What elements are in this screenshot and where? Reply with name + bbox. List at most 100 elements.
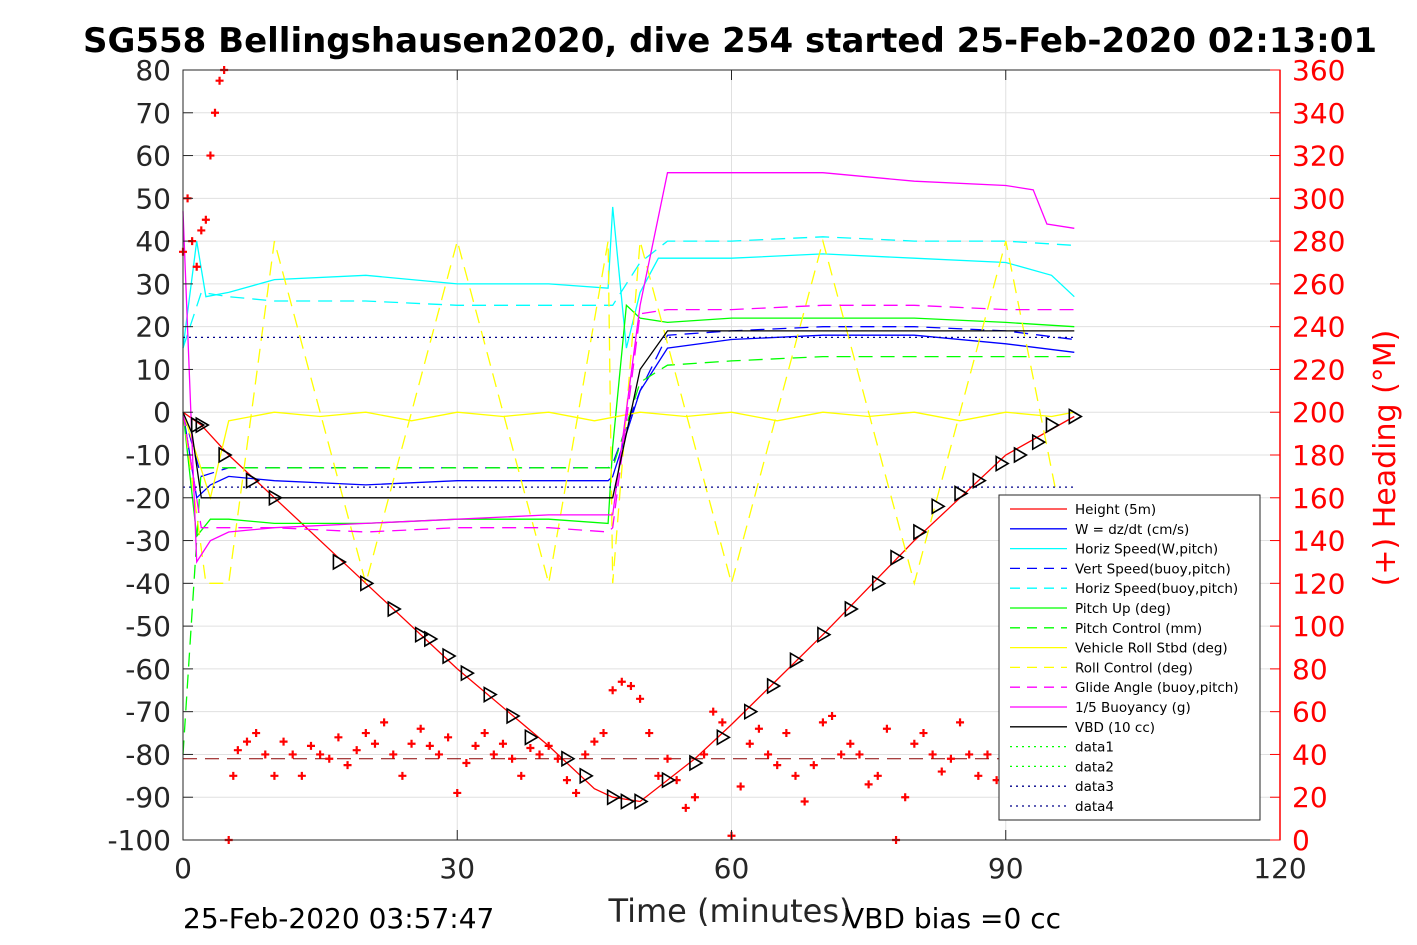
y-tick-label: 40: [135, 225, 171, 258]
depth-marker: [1013, 446, 1029, 464]
legend-label: VBD (10 cc): [1075, 720, 1155, 736]
series-lines: [182, 172, 1075, 803]
depth-marker: [1068, 408, 1083, 425]
heading-marker: [572, 788, 581, 797]
depth-marker: [483, 686, 498, 703]
heading-marker: [535, 750, 544, 759]
depth-marker: [620, 793, 635, 810]
y-right-tick-label: 260: [1292, 268, 1345, 301]
heading-marker: [709, 707, 718, 716]
heading-marker: [389, 750, 398, 759]
legend-label: Roll Control (deg): [1075, 660, 1193, 676]
legend-label: Pitch Control (mm): [1075, 621, 1202, 637]
depth-marker: [190, 416, 206, 434]
heading-marker: [782, 729, 791, 738]
heading-marker: [215, 76, 224, 85]
y-tick-label: -90: [125, 781, 171, 814]
depth-marker: [1045, 416, 1061, 434]
depth-marker: [634, 793, 649, 810]
depth-marker: [995, 455, 1010, 472]
x-tick-label: 0: [174, 852, 192, 885]
legend-label: W = dz/dt (cm/s): [1075, 522, 1189, 538]
heading-marker: [288, 750, 297, 759]
heading-marker: [526, 744, 535, 753]
y-right-tick-label: 40: [1292, 738, 1328, 771]
y-right-tick-label: 140: [1292, 525, 1345, 558]
depth-marker: [606, 788, 622, 806]
heading-marker: [471, 741, 480, 750]
heading-marker: [645, 729, 654, 738]
y-tick-label: -100: [107, 824, 171, 857]
heading-marker: [553, 754, 562, 763]
y-right-tick-label: 0: [1292, 824, 1310, 857]
heading-marker: [828, 711, 837, 720]
heading-marker: [791, 771, 800, 780]
series-line: [182, 411, 1075, 803]
heading-marker: [489, 750, 498, 759]
depth-marker: [442, 647, 457, 665]
heading-marker: [352, 746, 361, 755]
depth-marker: [689, 754, 704, 772]
y-right-tick-label: 180: [1292, 439, 1345, 472]
heading-marker: [462, 759, 471, 767]
legend: Height (5m) W = dz/dt (cm/s) Horiz Speed(W…: [998, 494, 1261, 821]
footer-vbd-bias: VBD bias =0 cc: [845, 902, 1061, 935]
heading-marker: [626, 682, 635, 690]
heading-marker: [773, 761, 782, 770]
heading-marker: [480, 729, 489, 738]
y-tick-label: -10: [125, 439, 171, 472]
footer-timestamp: 25-Feb-2020 03:57:47: [183, 902, 494, 935]
y-right-tick-label: 200: [1292, 396, 1345, 429]
depth-marker: [414, 626, 430, 644]
y-tick-label: 80: [135, 54, 171, 87]
heading-marker: [192, 262, 201, 271]
heading-marker: [910, 739, 919, 748]
depth-marker: [360, 574, 375, 592]
heading-marker: [764, 750, 773, 759]
legend-label: Vehicle Roll Stbd (deg): [1075, 641, 1228, 657]
heading-marker: [873, 771, 882, 780]
heading-marker: [361, 729, 370, 738]
heading-marker: [965, 750, 974, 759]
y-tick-label: -70: [125, 696, 171, 729]
legend-label: data3: [1075, 779, 1114, 795]
heading-marker: [837, 750, 846, 759]
depth-marker: [387, 600, 402, 618]
heading-marker: [252, 729, 261, 738]
depth-marker: [268, 489, 284, 507]
y-right-tick-label: 340: [1292, 97, 1345, 130]
legend-label: Pitch Up (deg): [1075, 601, 1171, 617]
depth-marker: [195, 416, 210, 434]
depth-marker: [716, 728, 731, 746]
y-tick-label: 20: [135, 311, 171, 344]
heading-marker: [325, 754, 334, 763]
depth-marker: [579, 767, 594, 785]
heading-marker: [937, 767, 946, 776]
heading-marker: [636, 694, 645, 703]
heading-marker: [233, 746, 242, 755]
heading-marker: [261, 750, 270, 759]
heading-marker: [229, 771, 238, 780]
heading-marker: [700, 750, 709, 759]
heading-marker: [901, 793, 910, 802]
y-right-tick-label: 80: [1292, 653, 1328, 686]
heading-marker: [334, 733, 343, 742]
depth-markers: [190, 408, 1083, 810]
heading-marker: [343, 761, 352, 770]
depth-marker: [913, 523, 928, 541]
y-tick-label: 60: [135, 140, 171, 173]
heading-marker: [453, 788, 462, 797]
x-tick-label: 60: [714, 852, 750, 885]
heading-marker: [316, 750, 325, 759]
y-tick-label: 50: [135, 182, 171, 215]
series-line: [182, 334, 1075, 500]
heading-marker: [956, 718, 965, 727]
heading-marker: [380, 718, 389, 727]
series-line: [182, 236, 1075, 349]
depth-marker: [766, 677, 782, 695]
heading-marker: [946, 754, 955, 763]
legend-label: Height (5m): [1075, 502, 1156, 518]
heading-marker: [754, 724, 763, 733]
y-right-tick-label: 320: [1292, 140, 1345, 173]
